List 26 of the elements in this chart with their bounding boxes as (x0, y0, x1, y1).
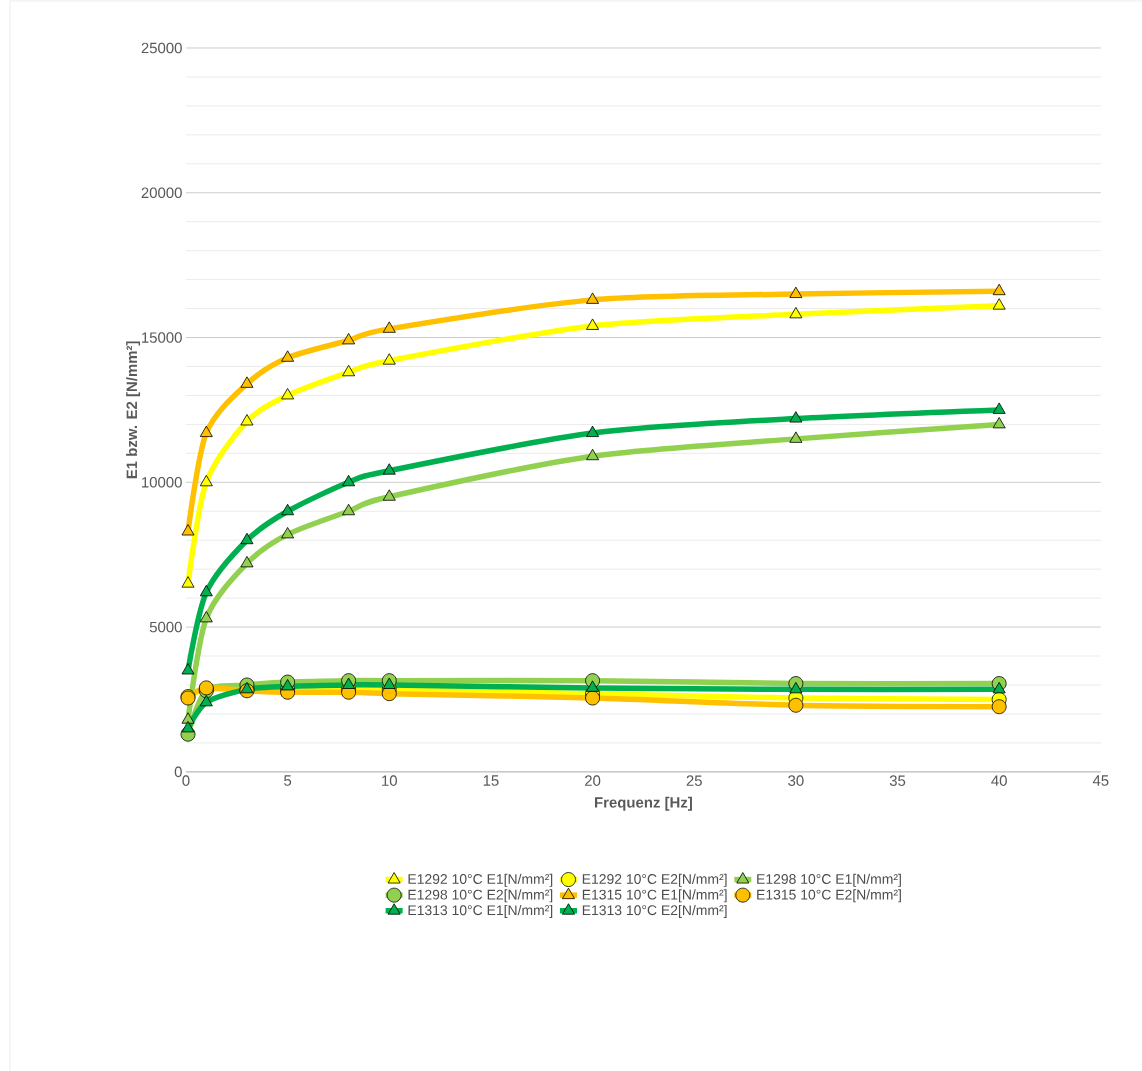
x-tick-label: 40 (991, 775, 1007, 786)
legend-label: E1292 10°C E1[N/mm²] (408, 873, 553, 887)
x-tick-label: 20 (585, 775, 601, 786)
legend-label: E1313 10°C E1[N/mm²] (408, 904, 553, 918)
x-tick-label: 15 (483, 775, 499, 786)
legend-label: E1315 10°C E2[N/mm²] (757, 889, 901, 903)
x-tick-label: 45 (1092, 775, 1109, 786)
x-tick-label: 0 (182, 775, 190, 786)
y-tick-label: 20000 (141, 187, 182, 199)
x-tick-label: 10 (382, 775, 397, 786)
y-tick-label: 0 (174, 766, 182, 778)
legend-label: E1298 10°C E1[N/mm²] (757, 873, 901, 887)
legend-label: E1313 10°C E2[N/mm²] (582, 904, 727, 918)
y-tick-label: 5000 (149, 621, 182, 633)
x-axis-title: Frequenz [Hz] (595, 796, 692, 811)
y-tick-label: 15000 (142, 332, 182, 343)
x-tick-label: 5 (284, 775, 292, 786)
x-tick-label: 30 (788, 775, 804, 786)
x-tick-label: 25 (686, 775, 702, 786)
legend-label: E1292 10°C E2[N/mm²] (582, 873, 727, 887)
x-tick-label: 35 (889, 775, 906, 786)
y-tick-label: 10000 (142, 477, 182, 488)
legend-label: E1298 10°C E2[N/mm²] (408, 889, 553, 903)
y-axis-title: E1 bzw. E2 [N/mm²] (126, 341, 141, 479)
legend-label: E1315 10°C E1[N/mm²] (582, 889, 727, 903)
y-tick-label: 25000 (141, 42, 182, 54)
